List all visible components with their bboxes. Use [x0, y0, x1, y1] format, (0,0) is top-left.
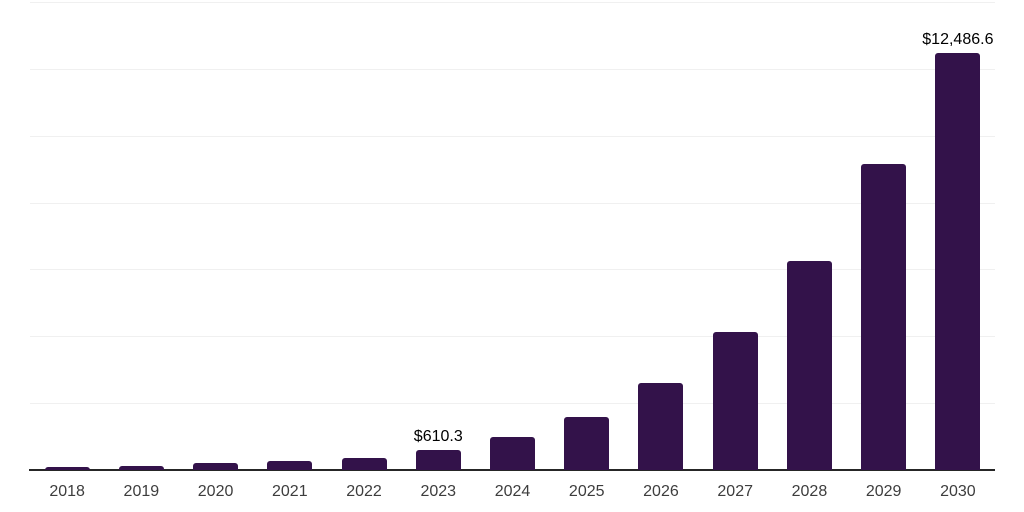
gridline — [30, 269, 995, 271]
x-tick-label-2027: 2027 — [717, 483, 753, 500]
bar-2030[interactable] — [935, 52, 981, 470]
bar-2029[interactable] — [861, 164, 907, 470]
x-tick-label-2022: 2022 — [346, 483, 382, 500]
x-tick-label-2020: 2020 — [197, 483, 234, 500]
x-tick-label-2021: 2021 — [272, 483, 308, 500]
bar-2027[interactable] — [712, 331, 758, 470]
bar-2028[interactable] — [786, 261, 832, 470]
x-tick-label-2023: 2023 — [420, 483, 457, 500]
gridline — [30, 336, 995, 338]
gridline — [30, 68, 995, 70]
x-tick-label-2026: 2026 — [643, 483, 679, 500]
x-axis-line — [29, 469, 995, 471]
x-tick-label-2028: 2028 — [791, 483, 828, 500]
bar-2020[interactable] — [193, 463, 239, 470]
bar-2022[interactable] — [341, 457, 387, 470]
x-tick-label-2025: 2025 — [568, 483, 605, 500]
bar-2024[interactable] — [490, 437, 535, 470]
bar-2021[interactable] — [267, 461, 313, 470]
bar-2025[interactable] — [564, 416, 610, 470]
gridline — [30, 403, 995, 405]
bar-2023[interactable] — [415, 449, 461, 470]
bar-2026[interactable] — [638, 382, 684, 470]
bar-2019[interactable] — [118, 465, 164, 470]
x-tick-label-2018: 2018 — [49, 483, 85, 500]
gridline — [30, 2, 995, 3]
x-tick-label-2029: 2029 — [865, 483, 902, 500]
x-tick-label-2019: 2019 — [123, 483, 160, 500]
gridline — [30, 135, 995, 137]
data-label-2023: $610.3 — [413, 427, 463, 445]
bar-2018[interactable] — [44, 467, 90, 470]
x-tick-label-2030: 2030 — [940, 483, 976, 500]
gridline — [30, 202, 995, 204]
x-tick-label-2024: 2024 — [494, 483, 531, 500]
data-label-2030: $12,486.6 — [922, 30, 994, 48]
